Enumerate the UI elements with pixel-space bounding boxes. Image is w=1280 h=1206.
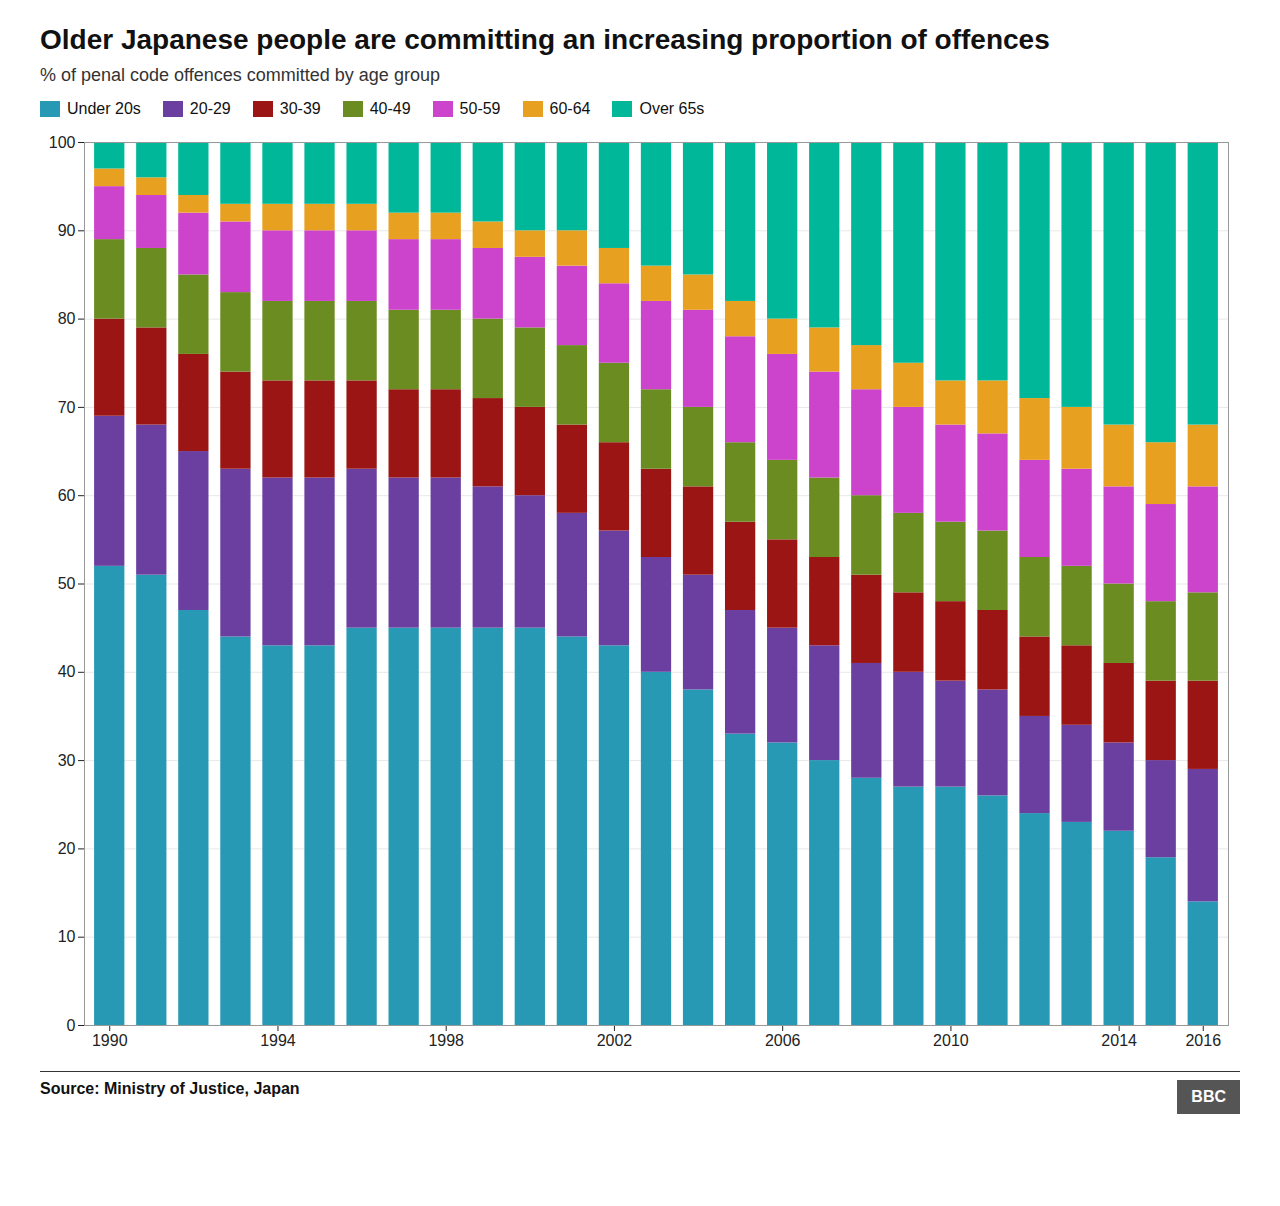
html-text:20-29: 20-29 (189, 100, 231, 117)
svg-text:30: 30 (58, 752, 76, 769)
svg-text:2002: 2002 (597, 1032, 633, 1049)
svg-text:1998: 1998 (428, 1032, 464, 1049)
svg-text:60: 60 (58, 487, 76, 504)
svg-text:2006: 2006 (765, 1032, 801, 1049)
svg-text:1994: 1994 (260, 1032, 296, 1049)
svg-text:40: 40 (58, 663, 76, 680)
svg-text:1990: 1990 (92, 1032, 128, 1049)
svg-text:50: 50 (58, 575, 76, 592)
html-text:40-49: 40-49 (369, 100, 411, 117)
svg-text:20: 20 (58, 840, 76, 857)
svg-text:0: 0 (67, 1017, 76, 1034)
html-text:% of penal code offences commi: % of penal code offences committed by ag… (40, 65, 440, 85)
svg-text:70: 70 (58, 399, 76, 416)
html-text:50-59: 50-59 (459, 100, 501, 117)
svg-text:80: 80 (58, 310, 76, 327)
html-text:BBC: BBC (1191, 1088, 1226, 1105)
html-text:Source: Ministry of Justice, J: Source: Ministry of Justice, Japan (40, 1080, 300, 1097)
html-text:Over 65s: Over 65s (639, 100, 705, 117)
html-text:60-64: 60-64 (549, 100, 591, 117)
html-text:30-39: 30-39 (279, 100, 321, 117)
html-text:Under 20s: Under 20s (67, 100, 141, 117)
svg-text:90: 90 (58, 222, 76, 239)
svg-text:2010: 2010 (933, 1032, 969, 1049)
html-text:Older Japanese people are comm: Older Japanese people are committing an … (40, 24, 1050, 55)
svg-text:10: 10 (58, 928, 76, 945)
svg-text:100: 100 (49, 134, 76, 151)
svg-text:2014: 2014 (1101, 1032, 1137, 1049)
svg-text:2016: 2016 (1185, 1032, 1221, 1049)
